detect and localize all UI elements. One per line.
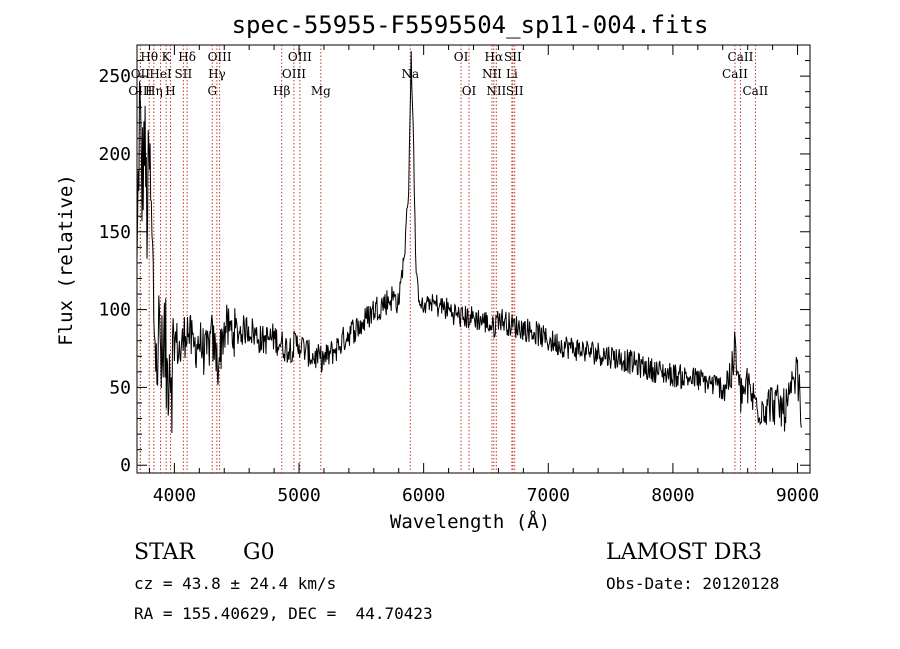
spectral-line-label: CaII [742,84,768,98]
spectral-line-label: G [207,84,217,98]
x-axis-ticks: 4000 5000 6000 7000 8000 9000 [148,45,819,506]
spectral-line-label: NII [486,84,506,98]
spectral-line-label: OIII [128,84,152,98]
y-tick-label: 250 [98,66,131,87]
spectral-line-label: Hα [485,50,504,64]
spectrum-plot: 4000 5000 6000 7000 8000 9000 0 50 100 150 200 250… [55,11,819,533]
spectral-line-label: H [165,84,175,98]
spectral-line-label: Hγ [208,67,226,81]
redshift-velocity: cz = 43.8 ± 24.4 km/s [134,574,337,593]
y-tick-label: 200 [98,144,131,165]
spectral-line-label: SII [175,67,193,81]
flux-series-group [136,51,802,434]
chart-title: spec-55955-F5595504_sp11-004.fits [232,11,709,39]
object-subclass: G0 [243,540,275,565]
spectral-line-label: HeI [149,67,172,81]
x-axis-label: Wavelength (Å) [390,510,550,533]
spectral-line-label: Li [506,67,518,81]
y-tick-label: 100 [98,300,131,321]
spectral-line-label: OIII [282,67,306,81]
spectral-line-label: OI [462,84,477,98]
x-tick-label: 4000 [153,485,196,506]
y-axis-ticks: 0 50 100 150 200 250 [98,60,810,476]
spectral-line-label: Hη [145,84,163,98]
spectral-line-label: CaII [728,50,754,64]
spectral-line-label: CaII [722,67,748,81]
x-tick-label: 7000 [527,485,570,506]
spectral-line-label: K [162,50,172,64]
spectral-line-label: SII [504,50,522,64]
spectral-line-label: OI [454,50,469,64]
flux-series-line [136,51,802,434]
spectral-line-markers [139,45,756,473]
x-tick-label: 9000 [776,485,819,506]
x-tick-label: 5000 [277,485,320,506]
survey-name: LAMOST DR3 [606,540,762,565]
spectral-line-label: Mg [311,84,331,98]
y-tick-label: 50 [109,377,131,398]
observation-date: Obs-Date: 20120128 [606,574,780,593]
x-tick-label: 8000 [651,485,694,506]
y-tick-label: 150 [98,222,131,243]
spectral-line-label: OII [131,67,151,81]
spectral-line-label: NII [482,67,502,81]
spectral-line-label: Hθ [140,50,158,64]
x-tick-label: 6000 [402,485,445,506]
y-tick-label: 0 [120,455,131,476]
spectral-line-label: OIII [208,50,232,64]
spectral-line-label: Hδ [178,50,196,64]
y-axis-label: Flux (relative) [55,174,77,346]
spectral-line-label: SII [506,84,524,98]
spectral-line-label: Hβ [273,84,290,98]
spectral-line-label: OIII [288,50,312,64]
plot-frame [136,44,811,474]
coordinates: RA = 155.40629, DEC = 44.70423 [134,604,433,623]
spectral-line-label: Na [401,67,419,81]
object-class: STAR [134,540,195,565]
